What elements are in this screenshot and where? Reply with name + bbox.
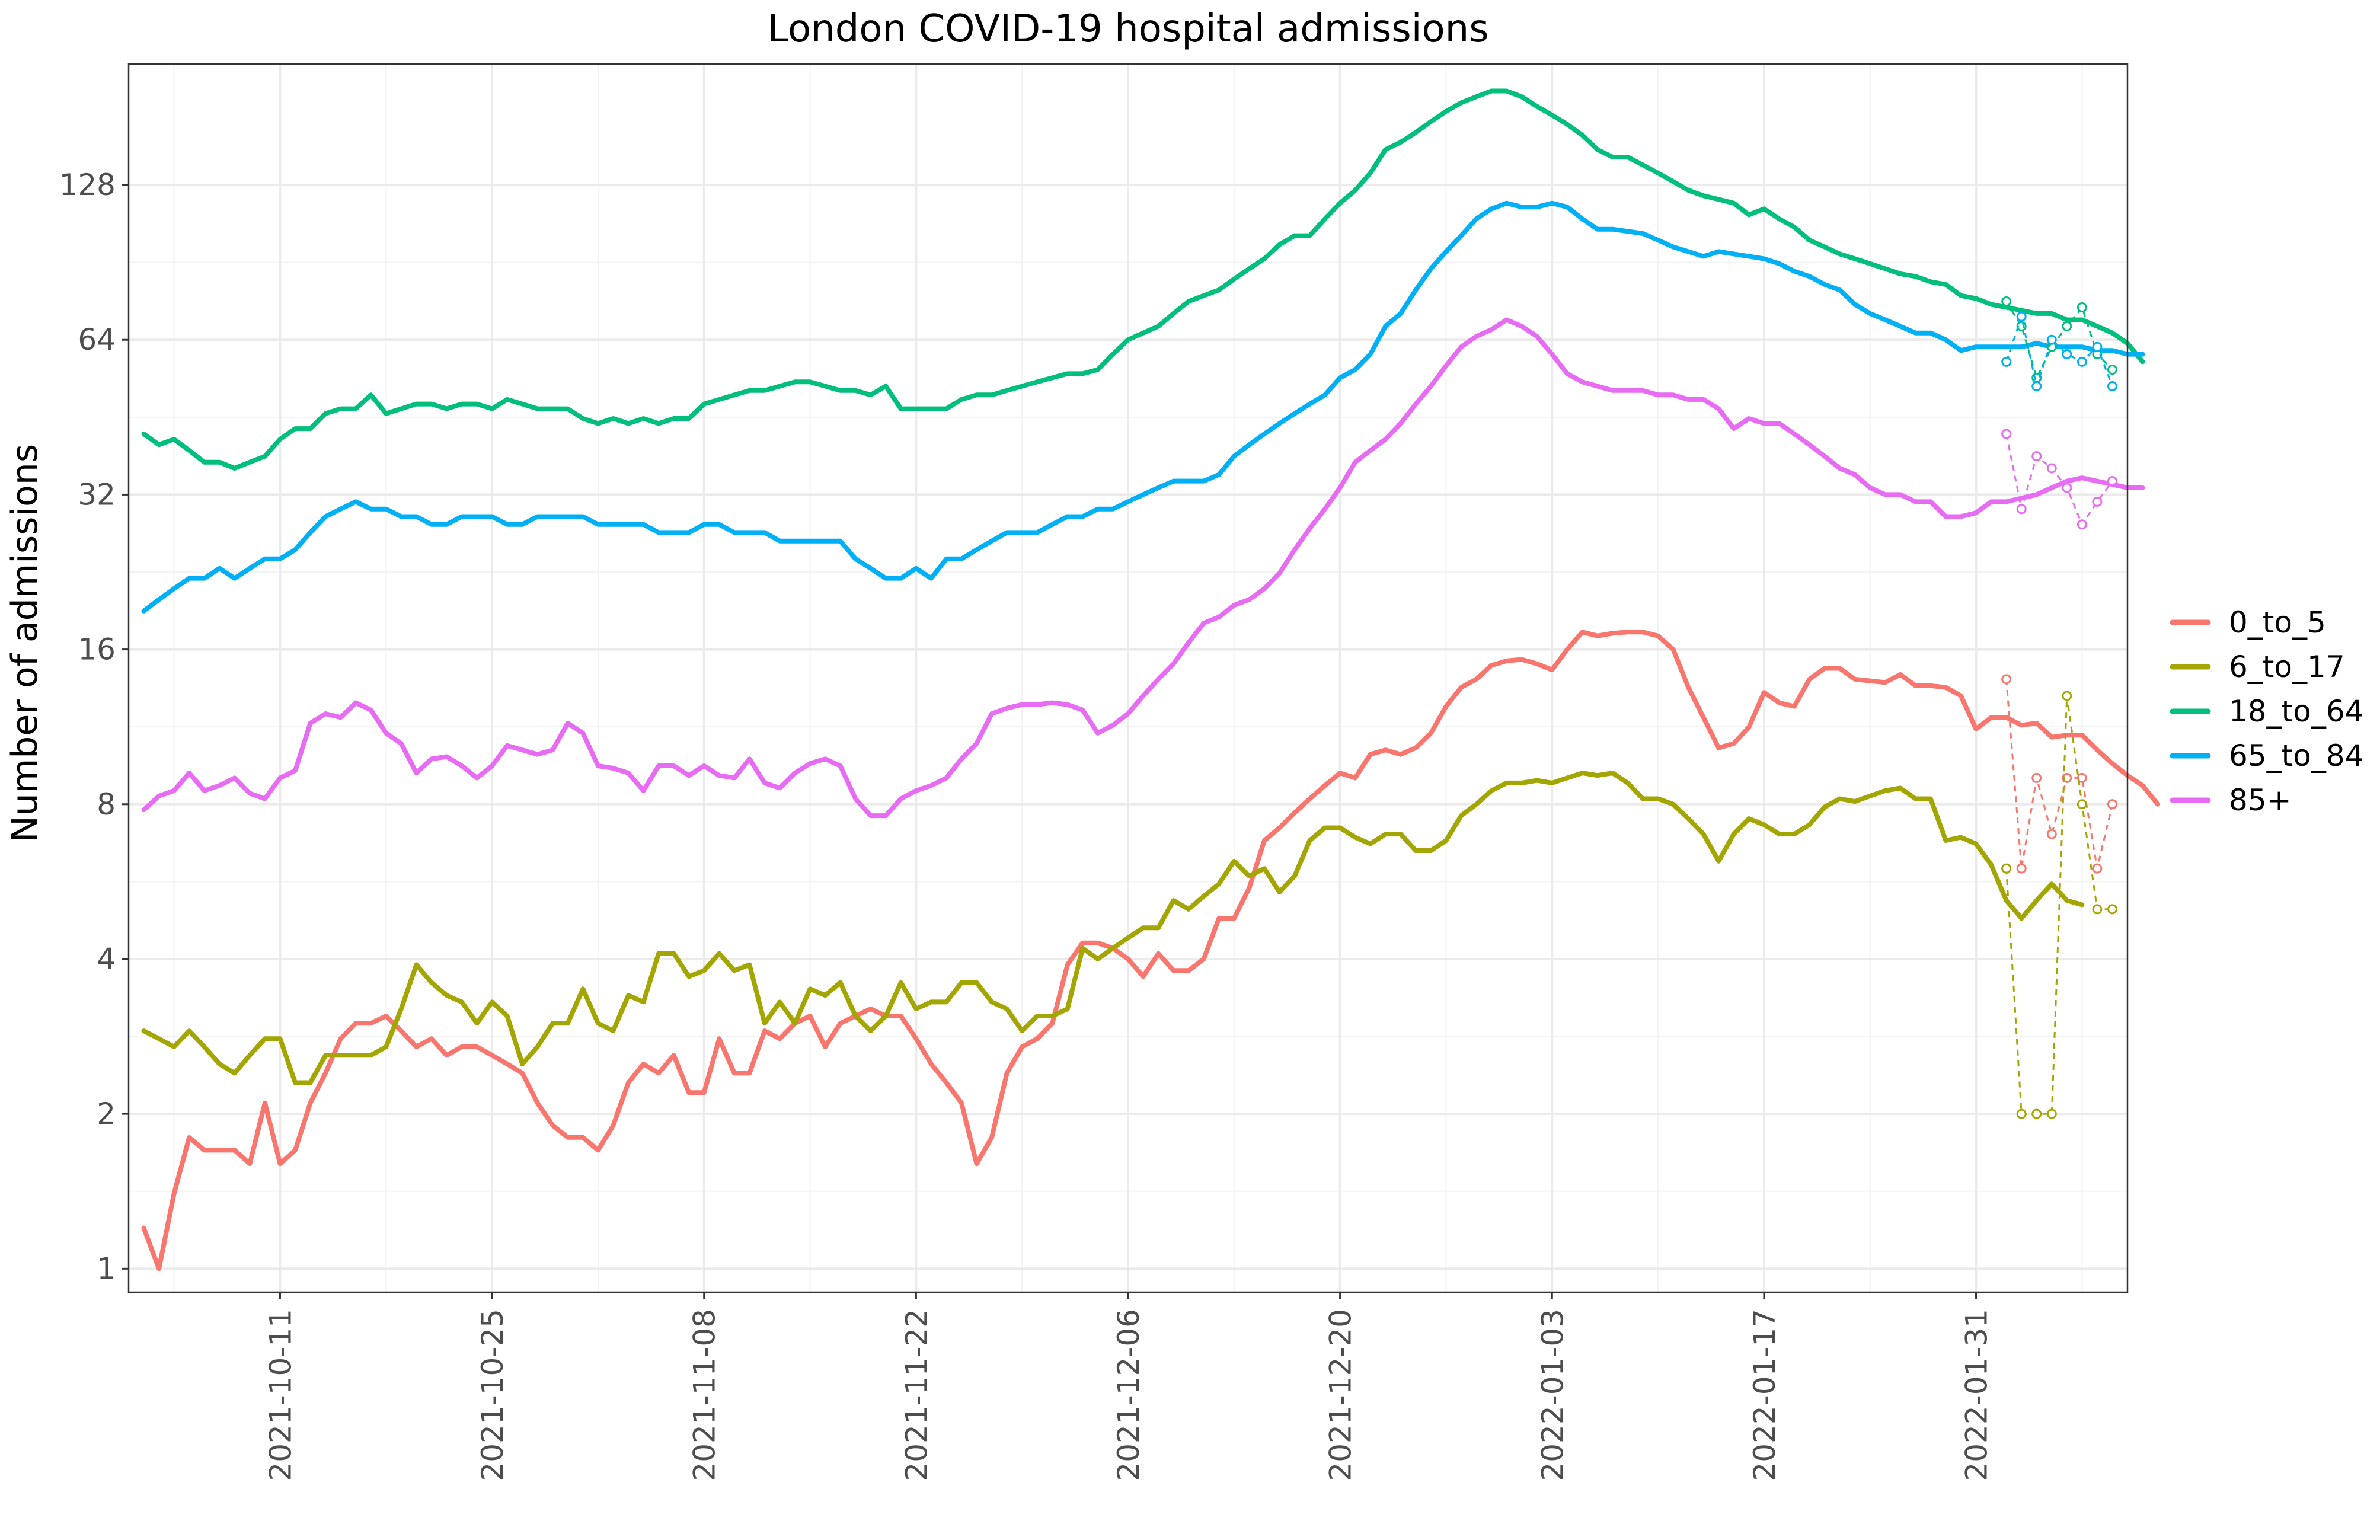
recent-point-65_to_84	[2107, 381, 2117, 391]
recent-point-0_to_5	[2031, 772, 2042, 783]
recent-point-85+	[2001, 429, 2012, 439]
x-tick-label: 2021-11-22	[899, 1309, 934, 1481]
legend-label-0_to_5: 0_to_5	[2229, 605, 2326, 640]
x-tick-label: 2022-01-03	[1535, 1309, 1570, 1481]
y-tick-label: 1	[97, 1251, 116, 1286]
chart-title: London COVID-19 hospital admissions	[767, 7, 1488, 51]
plot-panel-border	[127, 63, 2129, 1293]
recent-point-18_to_64	[2107, 365, 2117, 375]
recent-point-65_to_84	[2076, 356, 2087, 367]
recent-point-6_to_17	[2001, 863, 2012, 874]
series-line-18_to_64	[141, 88, 2145, 471]
x-tick-label: 2022-01-17	[1748, 1309, 1782, 1481]
recent-point-65_to_84	[2046, 334, 2057, 345]
y-axis-title: Number of admissions	[4, 444, 46, 842]
y-axis: 1 2 4 8 16 32 64 128	[59, 168, 129, 1286]
recent-point-65_to_84	[2031, 381, 2042, 391]
legend-label-85+: 85+	[2229, 783, 2292, 817]
x-axis: 2021-10-11 2021-10-25 2021-11-08 2021-11-22…	[263, 1292, 1994, 1481]
legend-label-18_to_64: 18_to_64	[2229, 694, 2363, 729]
recent-point-85+	[2076, 519, 2087, 530]
recent-point-0_to_5	[2107, 799, 2117, 810]
recent-point-85+	[2092, 496, 2103, 507]
recent-point-0_to_5	[2092, 863, 2103, 874]
x-tick-label: 2021-10-25	[475, 1309, 510, 1481]
recent-point-0_to_5	[2076, 772, 2087, 783]
recent-point-85+	[2016, 504, 2027, 515]
recent-point-18_to_64	[2001, 296, 2012, 306]
recent-line-0_to_5	[2005, 679, 2113, 869]
recent-point-85+	[2031, 451, 2042, 462]
legend-label-6_to_17: 6_to_17	[2229, 650, 2345, 684]
recent-point-6_to_17	[2062, 691, 2072, 701]
x-tick-label: 2021-12-06	[1111, 1309, 1146, 1481]
recent-point-65_to_84	[2062, 349, 2072, 360]
recent-point-65_to_84	[2001, 356, 2012, 367]
x-tick-label: 2021-11-08	[688, 1309, 722, 1481]
recent-point-6_to_17	[2031, 1108, 2042, 1119]
recent-point-85+	[2107, 476, 2117, 487]
recent-point-65_to_84	[2016, 311, 2027, 322]
y-tick-label: 32	[78, 477, 116, 512]
y-tick-label: 64	[78, 322, 116, 357]
recent-point-6_to_17	[2046, 1108, 2057, 1119]
x-tick-label: 2021-12-20	[1324, 1309, 1358, 1481]
y-tick-label: 8	[97, 787, 116, 822]
series-line-65_to_84	[141, 200, 2145, 614]
plot-lines	[141, 88, 2161, 1271]
recent-point-0_to_5	[2016, 863, 2027, 874]
series-line-6_to_17	[141, 771, 2085, 1085]
recent-point-0_to_5	[2046, 829, 2057, 839]
recent-point-65_to_84	[2092, 341, 2103, 352]
series-line-85+	[141, 317, 2145, 819]
y-tick-label: 4	[97, 942, 116, 976]
recent-point-6_to_17	[2076, 799, 2087, 810]
y-tick-label: 16	[78, 632, 116, 667]
series-line-0_to_5	[141, 630, 2161, 1271]
recent-point-6_to_17	[2107, 904, 2117, 915]
legend: 0_to_5 6_to_17 18_to_64 65_to_84 85+	[2170, 605, 2363, 817]
y-tick-label: 2	[97, 1097, 116, 1131]
recent-point-85+	[2062, 483, 2072, 493]
recent-point-85+	[2046, 463, 2057, 474]
recent-point-0_to_5	[2001, 674, 2012, 685]
plot-recent-points	[2001, 296, 2117, 1119]
y-tick-label: 128	[59, 168, 116, 202]
recent-point-0_to_5	[2062, 772, 2072, 783]
x-tick-label: 2021-10-11	[263, 1309, 298, 1481]
x-tick-label: 2022-01-31	[1960, 1309, 1994, 1481]
recent-point-18_to_64	[2076, 302, 2087, 313]
recent-point-18_to_64	[2062, 321, 2072, 331]
recent-point-6_to_17	[2092, 904, 2103, 915]
legend-label-65_to_84: 65_to_84	[2229, 739, 2363, 773]
recent-point-6_to_17	[2016, 1108, 2027, 1119]
